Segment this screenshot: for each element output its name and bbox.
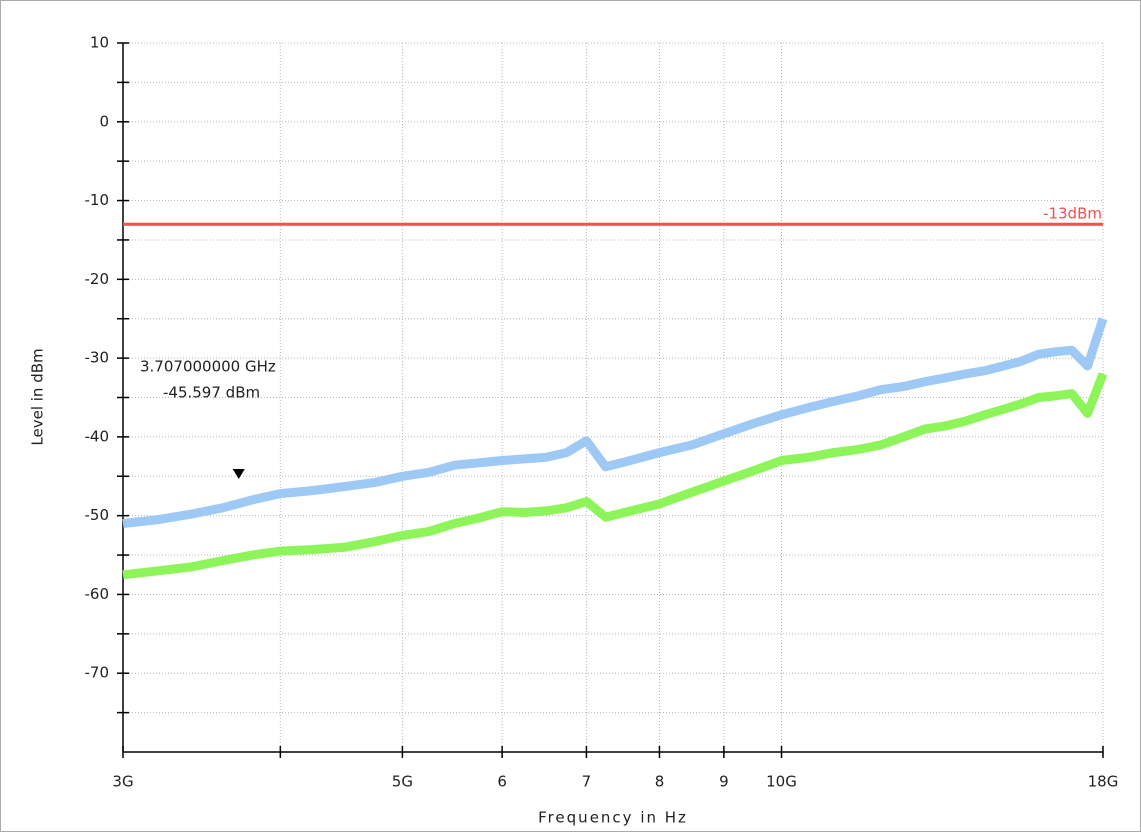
marker-label: -45.597 dBm (163, 384, 260, 402)
x-tick-label: 8 (655, 773, 665, 791)
y-tick-label: -10 (85, 191, 110, 209)
x-tick-label: 10G (766, 773, 797, 791)
y-tick-label: -20 (85, 270, 110, 288)
y-tick-label: -70 (85, 664, 110, 682)
y-tick-label: -60 (85, 585, 110, 603)
x-axis-label: Frequency in Hz (538, 809, 688, 827)
x-tick-label: 5G (392, 773, 413, 791)
y-axis-label: Level in dBm (29, 348, 47, 445)
y-tick-label: 0 (99, 112, 109, 130)
x-tick-label: 3G (112, 773, 133, 791)
y-tick-label: -40 (85, 427, 110, 445)
marker (232, 468, 245, 479)
trace (122, 317, 1108, 528)
trace (122, 372, 1108, 580)
x-tick-label: 18G (1088, 773, 1119, 791)
y-tick-label: -50 (85, 506, 110, 524)
x-tick-label: 6 (497, 773, 507, 791)
limit-label: -13dBm (1043, 205, 1102, 223)
x-tick-label: 7 (582, 773, 592, 791)
y-tick-label: 10 (90, 34, 109, 52)
x-tick-label: 9 (719, 773, 729, 791)
y-tick-label: -30 (85, 349, 110, 367)
marker-label: 3.707000000 GHz (140, 358, 276, 376)
